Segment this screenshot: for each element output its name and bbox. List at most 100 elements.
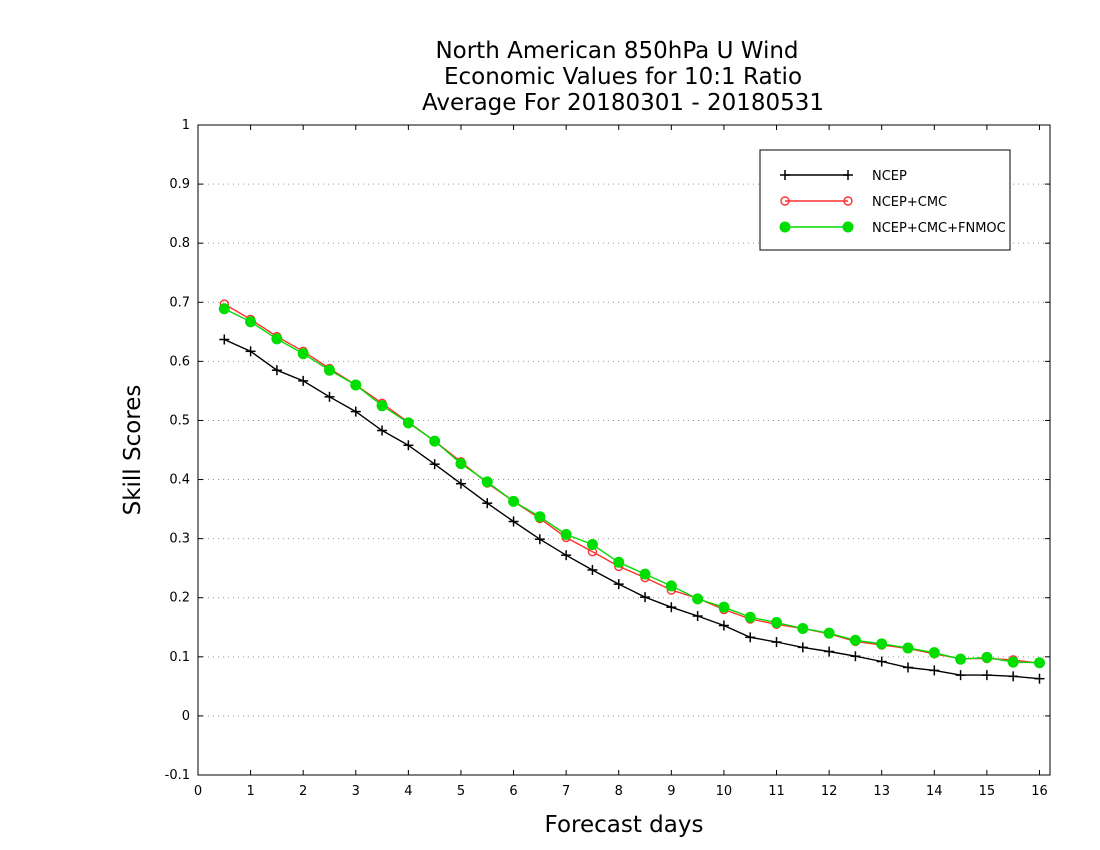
data-point (613, 556, 625, 568)
data-point (876, 656, 887, 667)
data-point (455, 478, 466, 489)
data-point (508, 495, 520, 507)
data-point (928, 647, 940, 659)
y-tick-label: 0.7 (169, 295, 190, 310)
data-point (350, 379, 362, 391)
x-axis: 0 1 2 3 4 5 6 7 8 9 10 11 12 13 14 15 16 (194, 125, 1048, 799)
data-point (271, 333, 283, 345)
data-point (692, 611, 703, 622)
legend: NCEP NCEP+CMC NCEP+CMC+FNMOC (759, 149, 1011, 251)
legend-marker (780, 196, 790, 206)
x-tick-label: 0 (194, 784, 202, 799)
y-tick-label: 0.2 (169, 591, 190, 606)
series-layer (218, 299, 1045, 684)
data-point (403, 440, 414, 451)
series-ncep-cmc-fnmoc (218, 303, 1045, 669)
data-point (377, 425, 388, 436)
gridlines (198, 124, 1050, 717)
data-point (587, 564, 598, 575)
x-tick-label: 6 (509, 784, 517, 799)
legend-label: NCEP+CMC+FNMOC (872, 221, 1006, 236)
x-axis-label: Forecast days (545, 812, 704, 838)
data-point (1007, 656, 1019, 668)
data-point (955, 653, 967, 665)
y-tick-label: 0.1 (169, 650, 190, 665)
data-point (639, 568, 651, 580)
chart-title-line-1: North American 850hPa U Wind (435, 38, 798, 64)
legend-marker (779, 221, 791, 233)
y-tick-label: 0.9 (169, 177, 190, 192)
data-point (744, 611, 756, 623)
x-tick-label: 13 (873, 784, 890, 799)
y-tick-label: 0.6 (169, 354, 190, 369)
y-tick-label: -0.1 (165, 768, 190, 783)
y-tick-label: 1 (182, 118, 190, 133)
x-tick-label: 15 (979, 784, 996, 799)
data-point (823, 627, 835, 639)
data-point (666, 602, 677, 613)
data-point (429, 459, 440, 470)
legend-marker (843, 170, 853, 180)
data-point (376, 400, 388, 412)
data-point (797, 642, 808, 653)
legend-item: NCEP+CMC (780, 195, 947, 210)
y-axis-label: Skill Scores (120, 385, 146, 516)
data-point (350, 406, 361, 417)
data-point (271, 365, 282, 376)
data-point (561, 550, 572, 561)
y-tick-label: 0.3 (169, 532, 190, 547)
data-point (219, 334, 230, 345)
legend-marker (780, 170, 790, 180)
data-point (850, 651, 861, 662)
x-tick-label: 14 (926, 784, 943, 799)
data-point (640, 592, 651, 603)
x-tick-label: 7 (562, 784, 570, 799)
data-point (876, 638, 888, 650)
x-tick-label: 11 (768, 784, 785, 799)
data-point (245, 316, 257, 328)
legend-marker (843, 196, 853, 206)
chart-title-line-2: Economic Values for 10:1 Ratio (444, 64, 802, 90)
data-point (324, 391, 335, 402)
data-point (771, 637, 782, 648)
data-point (955, 670, 966, 681)
data-point (771, 617, 783, 629)
data-point (902, 642, 914, 654)
data-point (718, 601, 730, 613)
data-point (692, 593, 704, 605)
x-tick-label: 4 (404, 784, 412, 799)
plot-frame (197, 124, 1051, 776)
x-tick-label: 10 (716, 784, 733, 799)
y-axis: -0.1 0 0.1 0.2 0.3 0.4 0.5 0.6 0.7 0.8 0.9 1 (165, 118, 1050, 783)
data-point (455, 458, 467, 470)
legend-label: NCEP+CMC (872, 195, 947, 210)
y-tick-label: 0.4 (169, 473, 190, 488)
x-tick-label: 1 (246, 784, 254, 799)
data-point (218, 303, 230, 315)
data-point (245, 346, 256, 357)
legend-item: NCEP (780, 169, 907, 184)
data-point (718, 620, 729, 631)
legend-item: NCEP+CMC+FNMOC (779, 221, 1006, 236)
data-point (429, 435, 441, 447)
x-tick-label: 2 (299, 784, 307, 799)
series-line (223, 308, 1040, 664)
data-point (534, 511, 546, 523)
series-ncep-cmc (219, 299, 1045, 669)
data-point (613, 579, 624, 590)
data-point (482, 498, 493, 509)
legend-label: NCEP (872, 169, 907, 184)
x-tick-label: 8 (615, 784, 623, 799)
data-point (297, 348, 309, 360)
data-point (481, 476, 493, 488)
data-point (981, 670, 992, 681)
data-point (981, 651, 993, 663)
legend-marker (842, 221, 854, 233)
data-point (1034, 673, 1045, 684)
data-point (298, 375, 309, 386)
x-tick-label: 16 (1031, 784, 1048, 799)
data-point (508, 516, 519, 527)
series-line (224, 338, 1040, 680)
data-point (1008, 671, 1019, 682)
